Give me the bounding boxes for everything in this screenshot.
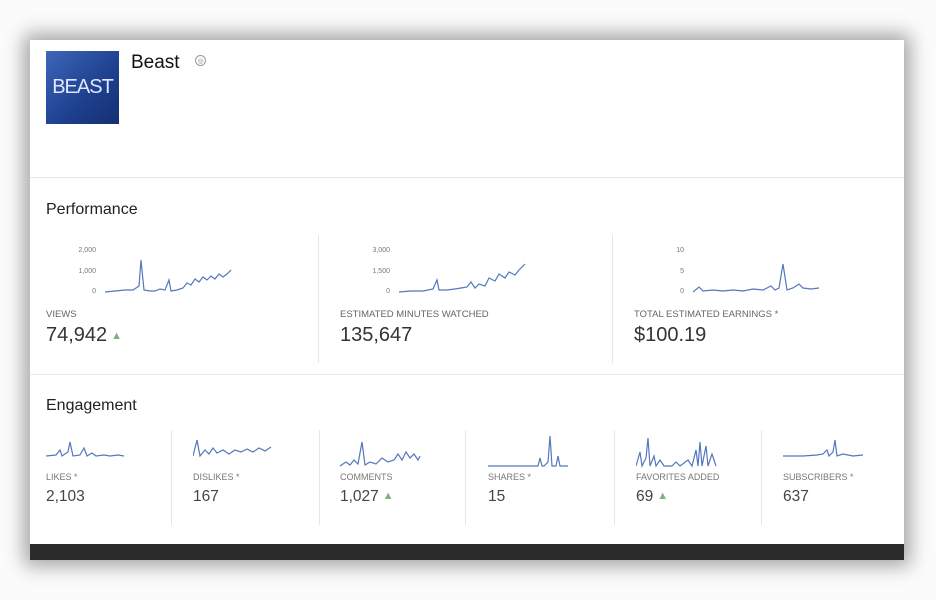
likes-sparkline [46, 441, 125, 457]
earnings-sparkline [693, 263, 820, 293]
views-tick-top: 2,000 [78, 247, 96, 254]
favorites-sparkline [636, 437, 717, 468]
minutes-tick-top: 3,000 [372, 247, 390, 254]
likes-label: LIKES * [46, 472, 78, 482]
views-sparkline [105, 259, 232, 293]
favorites-number: 69 [636, 488, 654, 505]
subscribers-label: SUBSCRIBERS * [783, 472, 854, 482]
dislikes-value[interactable]: 167 [193, 488, 219, 505]
views-tick-zero: 0 [92, 288, 96, 295]
favorites-label: FAVORITES ADDED [636, 472, 720, 482]
performance-title: Performance [46, 201, 138, 218]
analytics-card: BEAST Beast ◎ Performance 2,000 1,000 0 … [30, 40, 904, 560]
engagement-title: Engagement [46, 397, 137, 414]
divider [319, 430, 320, 525]
subscribers-sparkline [783, 439, 864, 458]
likes-value[interactable]: 2,103 [46, 488, 85, 505]
shares-value[interactable]: 15 [488, 488, 506, 505]
views-value[interactable]: 74,942 ▲ [46, 324, 122, 347]
earnings-label: TOTAL ESTIMATED EARNINGS * [634, 309, 779, 320]
comments-number: 1,027 [340, 488, 379, 505]
divider [761, 430, 762, 525]
comments-value[interactable]: 1,027 ▲ [340, 488, 394, 506]
shares-label: SHARES * [488, 472, 532, 482]
shares-sparkline [488, 435, 568, 467]
up-triangle-icon: ▲ [657, 490, 669, 502]
minutes-sparkline [399, 263, 526, 293]
channel-name[interactable]: Beast [131, 52, 180, 73]
views-tick-mid: 1,000 [78, 268, 96, 275]
divider [171, 430, 172, 525]
avatar-text: BEAST [52, 76, 114, 98]
minutes-label: ESTIMATED MINUTES WATCHED [340, 309, 489, 320]
favorites-value[interactable]: 69 ▲ [636, 488, 668, 506]
dislikes-label: DISLIKES * [193, 472, 240, 482]
divider [614, 430, 615, 525]
comments-sparkline [340, 441, 421, 467]
comments-label: COMMENTS [340, 472, 393, 482]
earnings-tick-zero: 0 [680, 288, 684, 295]
section-divider [30, 374, 904, 375]
bottom-bar [30, 544, 904, 560]
views-label: VIEWS [46, 309, 77, 320]
verified-badge-icon: ◎ [195, 55, 206, 66]
views-number: 74,942 [46, 324, 108, 346]
minutes-tick-mid: 1,500 [372, 268, 390, 275]
channel-avatar[interactable]: BEAST [46, 51, 119, 124]
up-triangle-icon: ▲ [382, 490, 394, 502]
divider [612, 235, 613, 363]
channel-header: BEAST Beast ◎ [30, 40, 904, 178]
minutes-tick-zero: 0 [386, 288, 390, 295]
divider [465, 430, 466, 525]
earnings-tick-mid: 5 [680, 268, 684, 275]
minutes-value[interactable]: 135,647 [340, 324, 413, 346]
up-triangle-icon: ▲ [111, 330, 123, 342]
dislikes-sparkline [193, 439, 272, 458]
subscribers-value[interactable]: 637 [783, 488, 809, 505]
earnings-value[interactable]: $100.19 [634, 324, 707, 346]
earnings-tick-top: 10 [676, 247, 684, 254]
divider [318, 235, 319, 363]
